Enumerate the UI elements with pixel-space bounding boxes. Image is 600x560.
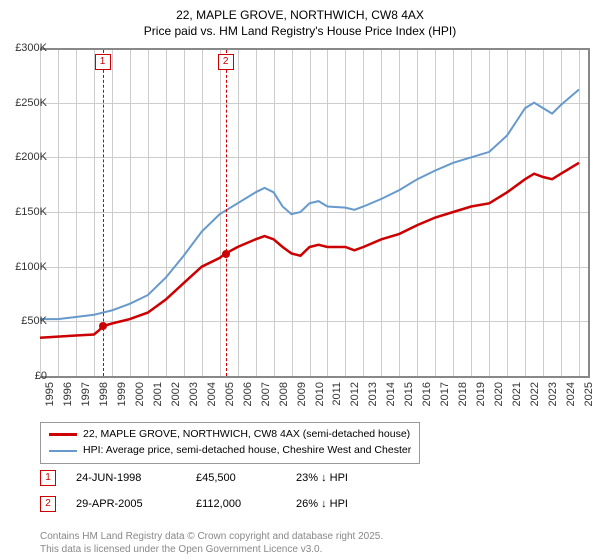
x-tick-label: 2014: [385, 382, 397, 406]
line-series-svg: [40, 48, 588, 376]
x-tick-label: 2008: [278, 382, 290, 406]
x-tick-label: 1999: [116, 382, 128, 406]
sale-diff: 23% ↓ HPI: [296, 472, 348, 484]
x-tick-label: 2021: [511, 382, 523, 406]
chart-container: 22, MAPLE GROVE, NORTHWICH, CW8 4AX Pric…: [0, 0, 600, 560]
footer-line2: This data is licensed under the Open Gov…: [40, 543, 383, 556]
sale-marker-box: 1: [95, 54, 111, 70]
y-tick-label: £250K: [15, 97, 47, 109]
legend-label: HPI: Average price, semi-detached house,…: [83, 443, 411, 459]
sale-row: 2 29-APR-2005 £112,000 26% ↓ HPI: [40, 496, 348, 512]
y-tick-label: £50K: [21, 315, 47, 327]
x-tick-label: 2025: [583, 382, 595, 406]
x-tick-label: 2020: [493, 382, 505, 406]
x-tick-label: 2012: [349, 382, 361, 406]
x-tick-label: 1995: [44, 382, 56, 406]
y-tick-label: £150K: [15, 206, 47, 218]
legend-item: HPI: Average price, semi-detached house,…: [49, 443, 411, 459]
x-tick-label: 2016: [421, 382, 433, 406]
legend-swatch: [49, 450, 77, 452]
x-tick-label: 2018: [457, 382, 469, 406]
chart-title-line2: Price paid vs. HM Land Registry's House …: [0, 24, 600, 40]
footer: Contains HM Land Registry data © Crown c…: [40, 530, 383, 556]
series-price_paid: [40, 163, 579, 338]
legend-item: 22, MAPLE GROVE, NORTHWICH, CW8 4AX (sem…: [49, 427, 411, 443]
x-tick-label: 2007: [260, 382, 272, 406]
footer-line1: Contains HM Land Registry data © Crown c…: [40, 530, 383, 543]
x-tick-label: 2000: [134, 382, 146, 406]
x-tick-label: 1997: [80, 382, 92, 406]
y-tick-label: £0: [35, 370, 47, 382]
legend-label: 22, MAPLE GROVE, NORTHWICH, CW8 4AX (sem…: [83, 427, 410, 443]
x-tick-label: 2024: [565, 382, 577, 406]
sale-price: £112,000: [196, 498, 276, 510]
sale-marker: 2: [40, 496, 56, 512]
sale-diff: 26% ↓ HPI: [296, 498, 348, 510]
sale-date: 24-JUN-1998: [76, 472, 176, 484]
x-tick-label: 2003: [188, 382, 200, 406]
y-tick-label: £300K: [15, 42, 47, 54]
chart-title-line1: 22, MAPLE GROVE, NORTHWICH, CW8 4AX: [0, 0, 600, 24]
legend-swatch: [49, 433, 77, 436]
series-hpi: [40, 90, 579, 320]
sale-point: [99, 322, 107, 330]
sale-date: 29-APR-2005: [76, 498, 176, 510]
sale-point: [222, 250, 230, 258]
x-tick-label: 2002: [170, 382, 182, 406]
x-tick-label: 2019: [475, 382, 487, 406]
x-tick-label: 2006: [242, 382, 254, 406]
y-tick-label: £100K: [15, 261, 47, 273]
x-tick-label: 2005: [224, 382, 236, 406]
sale-price: £45,500: [196, 472, 276, 484]
x-tick-label: 2017: [439, 382, 451, 406]
x-tick-label: 2001: [152, 382, 164, 406]
sale-marker-box: 2: [218, 54, 234, 70]
x-tick-label: 2013: [367, 382, 379, 406]
legend: 22, MAPLE GROVE, NORTHWICH, CW8 4AX (sem…: [40, 422, 420, 464]
sale-marker-line: [226, 50, 227, 376]
y-tick-label: £200K: [15, 151, 47, 163]
x-tick-label: 2011: [331, 382, 343, 406]
sale-marker: 1: [40, 470, 56, 486]
x-tick-label: 2022: [529, 382, 541, 406]
x-tick-label: 2010: [314, 382, 326, 406]
x-tick-label: 2009: [296, 382, 308, 406]
x-tick-label: 2023: [547, 382, 559, 406]
sale-row: 1 24-JUN-1998 £45,500 23% ↓ HPI: [40, 470, 348, 486]
x-tick-label: 2004: [206, 382, 218, 406]
x-tick-label: 2015: [403, 382, 415, 406]
x-tick-label: 1996: [62, 382, 74, 406]
x-tick-label: 1998: [98, 382, 110, 406]
